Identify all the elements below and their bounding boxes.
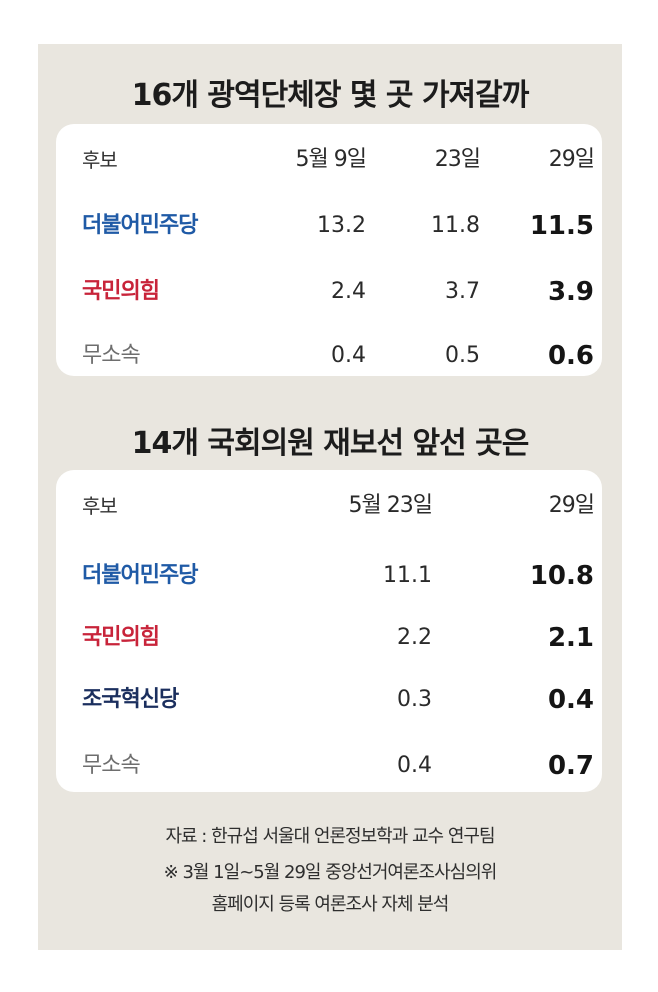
party-name: 더불어민주당 bbox=[82, 563, 198, 588]
table-header-row: 후보 5월 23일 29일 bbox=[56, 484, 602, 528]
value: 13.2 bbox=[317, 213, 366, 238]
table1-title: 16개 광역단체장 몇 곳 가져갈까 bbox=[131, 78, 530, 113]
table-row: 더불어민주당 13.2 11.8 11.5 bbox=[56, 204, 602, 248]
value: 0.4 bbox=[397, 753, 432, 778]
value: 2.4 bbox=[331, 279, 366, 304]
table-row: 무소속 0.4 0.7 bbox=[56, 744, 602, 788]
header-date-label: 29일 bbox=[548, 147, 595, 172]
table-row: 조국혁신당 0.3 0.4 bbox=[56, 678, 602, 722]
table-row: 더불어민주당 11.1 10.8 bbox=[56, 554, 602, 598]
header-date-label: 29일 bbox=[548, 493, 595, 518]
header-date-label: 23일 bbox=[434, 147, 481, 172]
table-row: 무소속 0.4 0.5 0.6 bbox=[56, 334, 602, 378]
header-candidate-label: 후보 bbox=[82, 148, 118, 172]
survey-note-line2: 홈페이지 등록 여론조사 자체 분석 bbox=[211, 894, 450, 915]
value: 11.1 bbox=[383, 563, 432, 588]
table-header-row: 후보 5월 9일 23일 29일 bbox=[56, 138, 602, 182]
latest-value: 11.5 bbox=[529, 211, 594, 241]
party-name: 국민의힘 bbox=[82, 279, 160, 304]
latest-value: 10.8 bbox=[529, 561, 594, 591]
value: 11.8 bbox=[431, 213, 480, 238]
source-note: 자료 : 한규섭 서울대 언론정보학과 교수 연구팀 bbox=[165, 826, 495, 847]
value: 2.2 bbox=[397, 625, 432, 650]
table2-title: 14개 국회의원 재보선 앞선 곳은 bbox=[131, 426, 530, 461]
value: 0.5 bbox=[445, 343, 480, 368]
latest-value: 0.7 bbox=[547, 751, 594, 781]
survey-note-line1: ※ 3월 1일~5월 29일 중앙선거여론조사심의위 bbox=[163, 862, 498, 883]
party-name: 조국혁신당 bbox=[82, 687, 179, 712]
header-candidate-label: 후보 bbox=[82, 494, 118, 518]
latest-value: 0.6 bbox=[547, 341, 594, 371]
header-date-label: 5월 9일 bbox=[295, 147, 367, 172]
party-name: 더불어민주당 bbox=[82, 213, 198, 238]
latest-value: 2.1 bbox=[547, 623, 594, 653]
latest-value: 3.9 bbox=[547, 277, 594, 307]
party-name: 무소속 bbox=[82, 343, 141, 368]
value: 0.3 bbox=[397, 687, 432, 712]
table-row: 국민의힘 2.2 2.1 bbox=[56, 616, 602, 660]
party-name: 무소속 bbox=[82, 753, 141, 778]
table-row: 국민의힘 2.4 3.7 3.9 bbox=[56, 270, 602, 314]
party-name: 국민의힘 bbox=[82, 625, 160, 650]
infographic-panel: 16개 광역단체장 몇 곳 가져갈까 후보 5월 9일 23일 29일 더불어민주당 13… bbox=[38, 44, 622, 950]
latest-value: 0.4 bbox=[547, 685, 594, 715]
value: 3.7 bbox=[445, 279, 480, 304]
header-date-label: 5월 23일 bbox=[348, 493, 433, 518]
value: 0.4 bbox=[331, 343, 366, 368]
